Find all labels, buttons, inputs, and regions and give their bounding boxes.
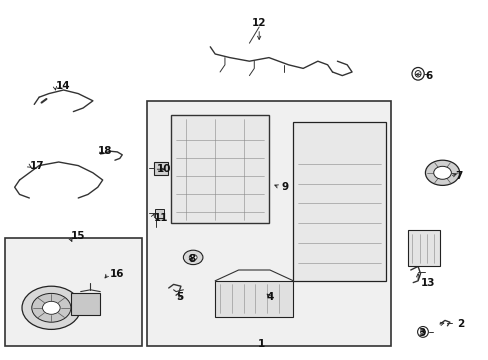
Circle shape: [22, 286, 81, 329]
Circle shape: [425, 160, 459, 185]
Circle shape: [32, 293, 71, 322]
Ellipse shape: [417, 327, 427, 337]
Text: 14: 14: [56, 81, 71, 91]
Text: 3: 3: [417, 328, 425, 338]
Circle shape: [433, 166, 450, 179]
Bar: [407, 230, 439, 266]
Text: 8: 8: [188, 254, 195, 264]
Text: 12: 12: [251, 18, 266, 28]
Text: 2: 2: [456, 319, 464, 329]
Circle shape: [42, 301, 60, 314]
Text: 7: 7: [454, 171, 461, 181]
Circle shape: [183, 250, 203, 265]
Text: 18: 18: [98, 146, 112, 156]
Bar: [215, 281, 293, 317]
Bar: [154, 209, 164, 218]
Text: 1: 1: [258, 339, 264, 349]
Bar: [154, 162, 167, 175]
Text: 17: 17: [29, 161, 44, 171]
Bar: [71, 293, 100, 315]
Ellipse shape: [414, 71, 420, 77]
Text: 5: 5: [176, 292, 183, 302]
Bar: [171, 115, 268, 223]
Bar: [293, 122, 386, 281]
Text: 4: 4: [266, 292, 273, 302]
Circle shape: [189, 255, 197, 260]
Text: 13: 13: [420, 278, 434, 288]
Ellipse shape: [411, 68, 424, 80]
Ellipse shape: [420, 329, 425, 335]
Text: 9: 9: [281, 182, 288, 192]
Text: 15: 15: [71, 231, 85, 241]
Text: 6: 6: [425, 71, 432, 81]
Bar: [5, 238, 142, 346]
Text: 11: 11: [154, 213, 168, 223]
Text: 16: 16: [110, 269, 124, 279]
Text: 10: 10: [156, 164, 171, 174]
Bar: [146, 101, 390, 346]
